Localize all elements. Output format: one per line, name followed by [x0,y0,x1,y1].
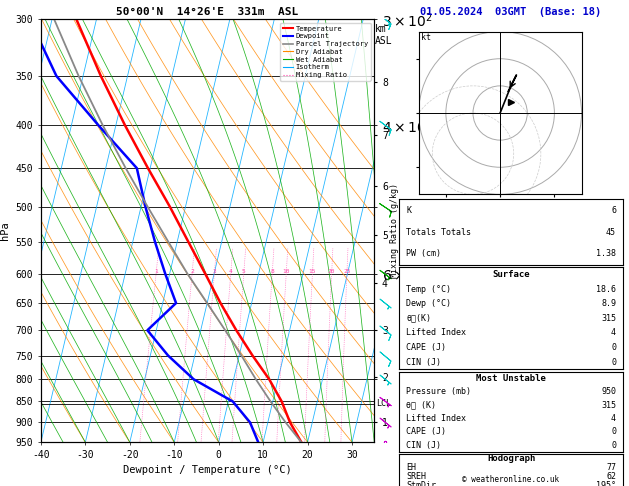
Text: CIN (J): CIN (J) [406,441,441,450]
Text: 01.05.2024  03GMT  (Base: 18): 01.05.2024 03GMT (Base: 18) [420,7,602,17]
Text: Hodograph: Hodograph [487,454,535,463]
Text: 3: 3 [213,269,216,274]
Text: 6: 6 [611,206,616,215]
Text: 2: 2 [190,269,194,274]
Text: 4: 4 [611,329,616,337]
Text: Pressure (mb): Pressure (mb) [406,387,471,397]
Text: 15: 15 [309,269,316,274]
Text: 50°00'N  14°26'E  331m  ASL: 50°00'N 14°26'E 331m ASL [116,7,299,17]
Text: CAPE (J): CAPE (J) [406,343,446,352]
Text: 1: 1 [154,269,158,274]
Text: 20: 20 [328,269,335,274]
Text: © weatheronline.co.uk: © weatheronline.co.uk [462,474,560,484]
Text: Mixing Ratio (g/kg): Mixing Ratio (g/kg) [390,183,399,278]
Legend: Temperature, Dewpoint, Parcel Trajectory, Dry Adiabat, Wet Adiabat, Isotherm, Mi: Temperature, Dewpoint, Parcel Trajectory… [280,23,370,81]
Text: Lifted Index: Lifted Index [406,329,466,337]
Text: Lifted Index: Lifted Index [406,414,466,423]
Text: 195°: 195° [596,481,616,486]
Text: 0: 0 [611,441,616,450]
Text: 62: 62 [606,472,616,481]
Text: EH: EH [406,463,416,472]
Text: SREH: SREH [406,472,426,481]
Text: 950: 950 [601,387,616,397]
Text: 0: 0 [611,427,616,436]
Text: 5: 5 [242,269,246,274]
Text: Dewp (°C): Dewp (°C) [406,299,451,308]
Text: 4: 4 [611,414,616,423]
Text: 25: 25 [343,269,350,274]
X-axis label: Dewpoint / Temperature (°C): Dewpoint / Temperature (°C) [123,466,292,475]
Text: Most Unstable: Most Unstable [476,374,546,383]
Y-axis label: hPa: hPa [0,222,10,240]
Text: 315: 315 [601,314,616,323]
Text: 1.38: 1.38 [596,249,616,259]
Text: 315: 315 [601,400,616,410]
Text: PW (cm): PW (cm) [406,249,441,259]
Text: kt: kt [421,33,431,42]
Text: km
ASL: km ASL [375,24,392,46]
Text: Temp (°C): Temp (°C) [406,285,451,294]
Text: 10: 10 [282,269,290,274]
Text: CIN (J): CIN (J) [406,358,441,366]
Text: Surface: Surface [493,270,530,279]
Text: θᴇ(K): θᴇ(K) [406,314,431,323]
Text: K: K [406,206,411,215]
Text: 8: 8 [270,269,274,274]
Text: 4: 4 [229,269,233,274]
Text: 77: 77 [606,463,616,472]
Text: StmDir: StmDir [406,481,436,486]
Text: LCL: LCL [376,399,391,408]
Text: 0: 0 [611,358,616,366]
Text: 8.9: 8.9 [601,299,616,308]
Text: θᴇ (K): θᴇ (K) [406,400,436,410]
Text: 0: 0 [611,343,616,352]
Text: CAPE (J): CAPE (J) [406,427,446,436]
Text: 18.6: 18.6 [596,285,616,294]
Text: 45: 45 [606,227,616,237]
Text: Totals Totals: Totals Totals [406,227,471,237]
